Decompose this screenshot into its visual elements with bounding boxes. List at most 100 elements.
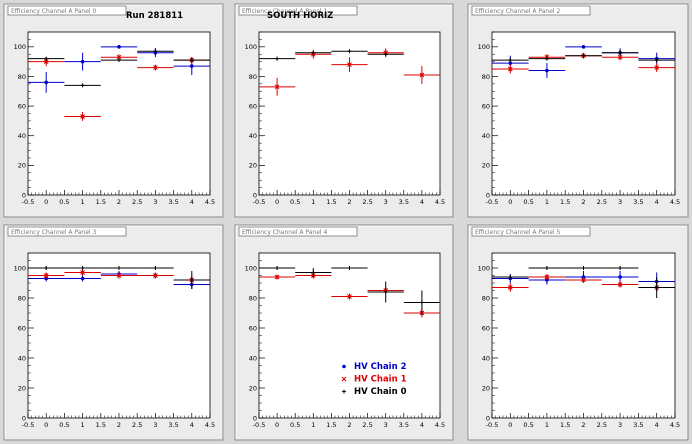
x-tick-label: 4.5 bbox=[205, 198, 215, 206]
data-point bbox=[80, 266, 85, 270]
data-point bbox=[419, 300, 424, 305]
y-tick-label: 40 bbox=[249, 354, 257, 362]
x-tick-label: 2 bbox=[581, 198, 585, 206]
data-point bbox=[311, 270, 316, 275]
legend-label: HV Chain 2 bbox=[354, 362, 407, 372]
x-tick-label: 0.5 bbox=[290, 198, 300, 206]
data-point bbox=[44, 56, 49, 61]
panel-header-tab bbox=[238, 226, 358, 237]
data-point bbox=[654, 58, 659, 63]
y-tick-label: 40 bbox=[249, 132, 257, 140]
data-point bbox=[190, 64, 194, 68]
data-point bbox=[189, 278, 194, 282]
data-point bbox=[507, 66, 513, 72]
panel-header-text: Efficiency Channel A Panel 4 bbox=[242, 229, 327, 236]
data-point bbox=[153, 49, 158, 54]
x-tick-label: 4 bbox=[190, 198, 194, 206]
y-tick-label: 60 bbox=[249, 324, 257, 332]
x-tick-label: 3 bbox=[153, 198, 157, 206]
y-tick-label: 60 bbox=[18, 102, 26, 110]
x-tick-label: 3.5 bbox=[168, 198, 178, 206]
x-tick-label: 2.5 bbox=[362, 421, 372, 429]
data-point bbox=[274, 274, 280, 280]
panel-header-text: Efficiency Channel A Panel 5 bbox=[475, 229, 560, 236]
x-tick-label: -0.5 bbox=[22, 198, 35, 206]
x-tick-label: 4 bbox=[190, 421, 194, 429]
panel-header-text: Efficiency Channel A Panel 2 bbox=[475, 8, 560, 15]
x-tick-label: 0 bbox=[275, 421, 279, 429]
y-tick-label: 40 bbox=[482, 132, 490, 140]
x-tick-label: -0.5 bbox=[253, 198, 266, 206]
x-tick-label: 1 bbox=[311, 421, 315, 429]
legend-marker bbox=[342, 364, 346, 369]
data-point bbox=[117, 45, 121, 49]
y-tick-label: 80 bbox=[249, 73, 257, 81]
data-point bbox=[153, 65, 158, 71]
x-tick-label: 1 bbox=[545, 198, 549, 206]
chart-panel-2: Efficiency Channel A Panel 2-0.5 0 0.5 1 1.5… bbox=[467, 3, 689, 218]
x-tick-label: 4.5 bbox=[670, 198, 680, 206]
data-point bbox=[383, 290, 388, 294]
x-tick-label: -0.5 bbox=[486, 198, 499, 206]
x-tick-label: 0.5 bbox=[59, 198, 69, 206]
x-tick-label: 3 bbox=[384, 421, 388, 429]
x-tick-label: 3 bbox=[384, 198, 388, 206]
data-point bbox=[618, 275, 622, 279]
data-point bbox=[544, 266, 549, 270]
legend-marker bbox=[342, 389, 346, 394]
data-point bbox=[545, 68, 549, 73]
y-tick-label: 40 bbox=[18, 354, 26, 362]
x-tick-label: 2.5 bbox=[362, 198, 372, 206]
data-point bbox=[347, 266, 352, 270]
data-point bbox=[117, 58, 121, 63]
data-point bbox=[581, 277, 586, 283]
data-point bbox=[508, 61, 513, 65]
chart-panel-4: Efficiency Channel A Panel 4-0.5 0 0.5 1 1.5… bbox=[234, 224, 454, 441]
data-point bbox=[581, 53, 586, 58]
x-tick-label: 1 bbox=[81, 198, 85, 206]
y-tick-label: 0 bbox=[253, 414, 257, 422]
x-tick-label: 1.5 bbox=[326, 198, 336, 206]
chart-panel-0: Efficiency Channel A Panel 0-0.5 0 0.5 1 1.5… bbox=[3, 3, 224, 218]
y-tick-label: 100 bbox=[478, 264, 490, 272]
x-tick-label: 0.5 bbox=[523, 421, 533, 429]
y-tick-label: 80 bbox=[18, 73, 26, 81]
y-tick-label: 0 bbox=[486, 191, 490, 199]
x-tick-label: 0.5 bbox=[523, 198, 533, 206]
x-tick-label: 2 bbox=[117, 421, 121, 429]
y-tick-label: 20 bbox=[18, 162, 26, 170]
data-point bbox=[617, 282, 623, 287]
data-point bbox=[654, 65, 660, 71]
data-point bbox=[581, 45, 586, 49]
plot-area bbox=[258, 252, 441, 419]
data-point bbox=[347, 294, 352, 299]
y-tick-label: 60 bbox=[18, 324, 26, 332]
data-point bbox=[274, 84, 280, 90]
y-tick-label: 80 bbox=[482, 73, 490, 81]
data-point bbox=[618, 266, 623, 270]
legend-label: HV Chain 0 bbox=[354, 387, 407, 397]
panel-header-tab bbox=[7, 226, 127, 237]
x-tick-label: 3.5 bbox=[399, 421, 409, 429]
data-point bbox=[383, 52, 388, 57]
data-point bbox=[347, 49, 352, 54]
x-tick-label: 1.5 bbox=[560, 421, 570, 429]
chart-panel-5: Efficiency Channel A Panel 5-0.5 0 0.5 1 1.5… bbox=[467, 224, 689, 441]
y-tick-label: 100 bbox=[245, 43, 257, 51]
data-point bbox=[43, 273, 49, 278]
data-point bbox=[153, 273, 158, 278]
panel-header-tab bbox=[7, 5, 127, 16]
y-tick-label: 100 bbox=[14, 264, 26, 272]
y-tick-label: 80 bbox=[249, 294, 257, 302]
x-tick-label: 3 bbox=[618, 421, 622, 429]
series-2 bbox=[28, 266, 210, 289]
data-point bbox=[80, 59, 85, 64]
panel-header-text: Efficiency Channel A Panel 3 bbox=[11, 229, 96, 236]
x-tick-label: 0.5 bbox=[59, 421, 69, 429]
data-point bbox=[80, 276, 85, 281]
data-point bbox=[189, 58, 194, 63]
y-tick-label: 40 bbox=[482, 354, 490, 362]
data-point bbox=[508, 275, 513, 279]
x-tick-label: 1 bbox=[81, 421, 85, 429]
